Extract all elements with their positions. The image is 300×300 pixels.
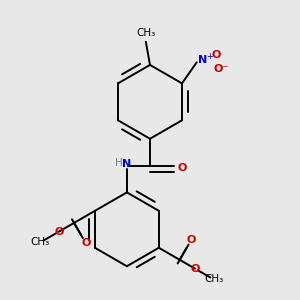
Text: O: O — [187, 235, 196, 244]
Text: O⁻: O⁻ — [213, 64, 228, 74]
Text: CH₃: CH₃ — [31, 238, 50, 248]
Text: N: N — [198, 55, 207, 65]
Text: O: O — [212, 50, 221, 60]
Text: O: O — [81, 238, 91, 248]
Text: CH₃: CH₃ — [204, 274, 223, 284]
Text: O: O — [177, 163, 187, 173]
Text: N: N — [122, 159, 131, 170]
Text: O: O — [190, 264, 200, 274]
Text: +: + — [206, 52, 213, 61]
Text: H: H — [115, 158, 123, 168]
Text: CH₃: CH₃ — [136, 28, 155, 38]
Text: O: O — [54, 227, 63, 237]
